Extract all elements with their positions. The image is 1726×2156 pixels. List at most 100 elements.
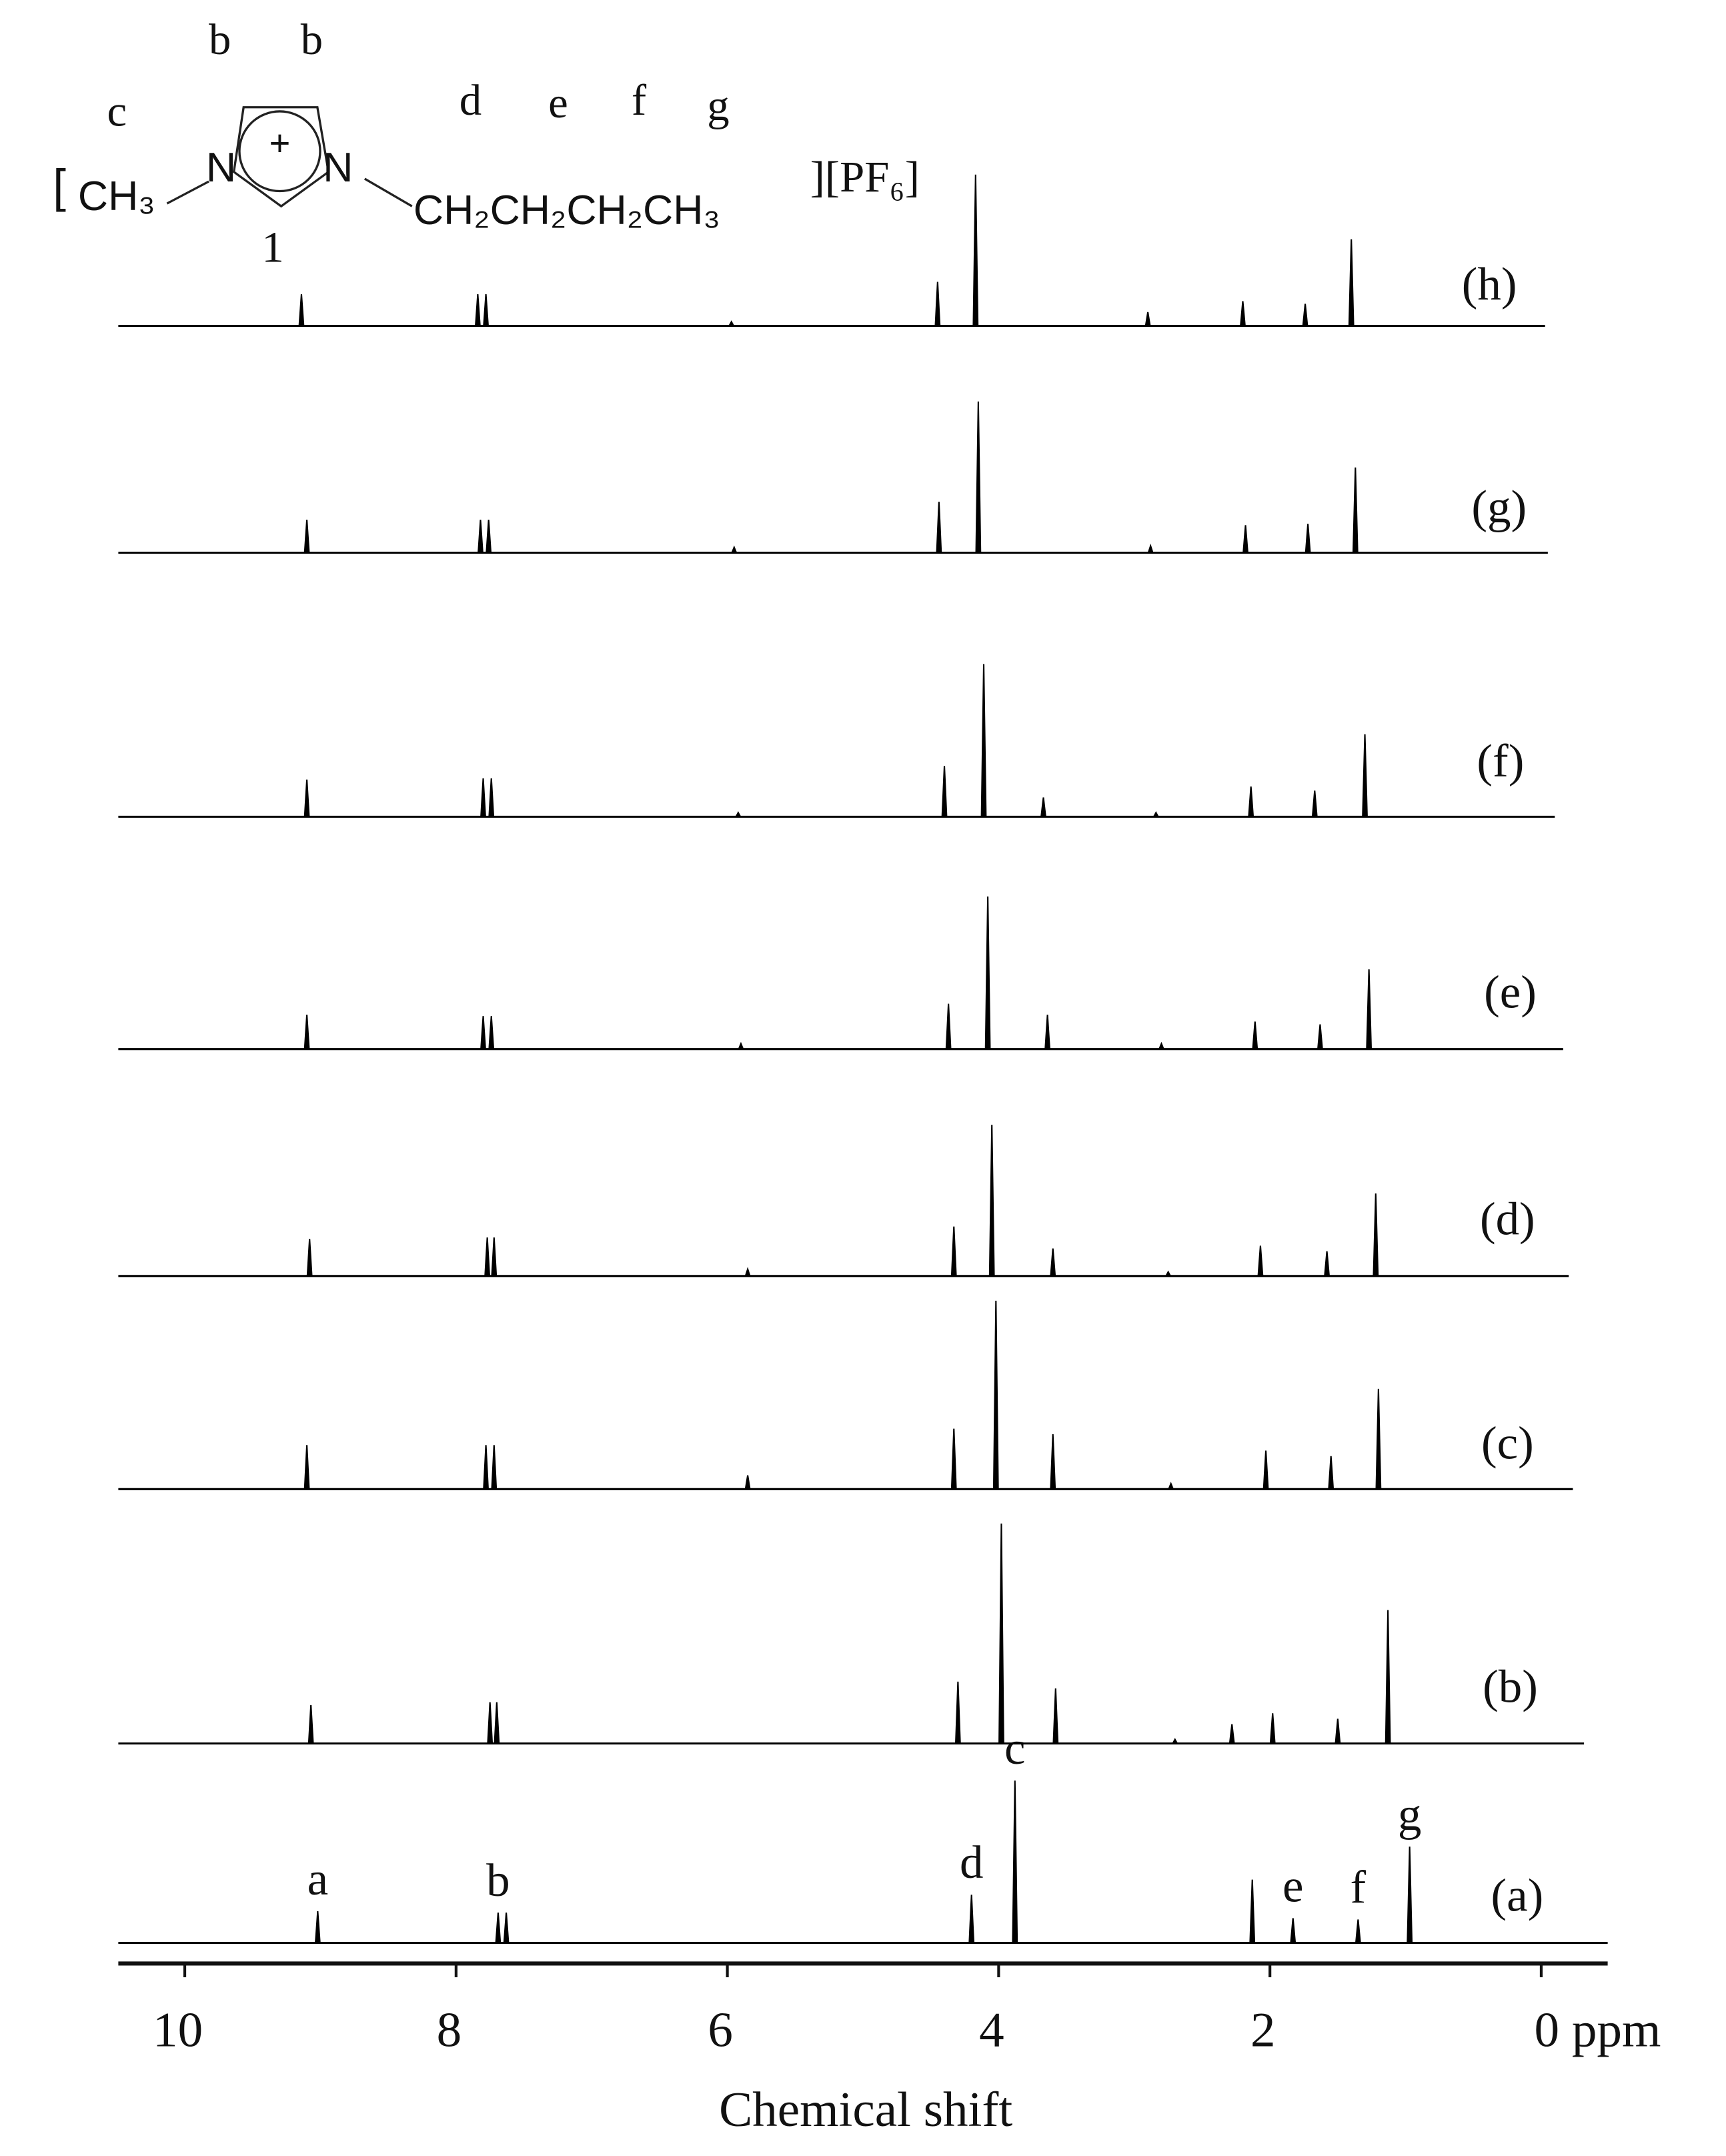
peak xyxy=(941,766,948,818)
peak xyxy=(1362,734,1368,818)
peak-label: e xyxy=(1282,1860,1304,1913)
structure-label: e xyxy=(548,79,568,127)
structure xyxy=(166,106,413,208)
peak xyxy=(1385,1610,1391,1744)
peak xyxy=(480,778,486,818)
charge: + xyxy=(269,123,291,163)
peak xyxy=(934,282,941,327)
peak xyxy=(298,294,305,327)
peak xyxy=(1352,467,1359,554)
structure-label: g xyxy=(707,81,729,130)
peak xyxy=(936,502,942,554)
peak xyxy=(1324,1251,1331,1277)
x-tick-label: 0 ppm xyxy=(1535,2003,1661,2057)
peak xyxy=(1311,790,1318,818)
peak xyxy=(1375,1388,1382,1490)
peak xyxy=(303,520,310,554)
series-label: (h) xyxy=(1462,258,1517,310)
structure-label: b xyxy=(209,15,231,64)
peak xyxy=(1147,543,1154,554)
peak xyxy=(483,294,490,327)
peak xyxy=(1302,304,1309,327)
peak xyxy=(950,1428,957,1490)
peak xyxy=(1012,1780,1018,1944)
peak xyxy=(1252,1021,1258,1050)
peak xyxy=(314,1911,321,1944)
peak xyxy=(728,320,735,327)
peak xyxy=(307,1704,314,1744)
ring xyxy=(232,106,330,208)
peak xyxy=(1050,1248,1056,1277)
peak xyxy=(1158,1041,1165,1050)
peak xyxy=(988,1125,995,1277)
series-label: (c) xyxy=(1481,1418,1534,1470)
series-label: (d) xyxy=(1480,1193,1535,1245)
x-tick-label: 10 xyxy=(153,2003,203,2057)
peak xyxy=(972,174,979,327)
peak xyxy=(1317,1024,1323,1050)
peak xyxy=(1269,1713,1276,1744)
peak xyxy=(303,779,310,818)
x-tick-label: 4 xyxy=(979,2003,1004,2057)
peak xyxy=(734,811,742,818)
peak xyxy=(488,778,495,818)
x-axis-title: Chemical shift xyxy=(719,2083,1012,2137)
structure-label: b xyxy=(301,15,323,64)
peak-label: f xyxy=(1351,1862,1367,1914)
peak xyxy=(950,1226,957,1277)
series-label: (f) xyxy=(1477,736,1524,788)
peak xyxy=(744,1475,751,1490)
series-label: (g) xyxy=(1471,481,1527,533)
series-label: (a) xyxy=(1491,1870,1544,1922)
peak xyxy=(486,520,492,554)
peak xyxy=(1290,1918,1297,1944)
peak xyxy=(488,1016,495,1050)
peak xyxy=(491,1445,498,1490)
ring-circle xyxy=(238,110,321,193)
peak xyxy=(1240,301,1246,327)
methyl: CH₃ xyxy=(78,174,155,220)
nitrogen: N xyxy=(323,145,353,191)
peak xyxy=(303,1445,310,1490)
x-tick-label: 2 xyxy=(1250,2003,1276,2057)
peak xyxy=(1171,1738,1178,1744)
series-label: (e) xyxy=(1484,967,1537,1019)
peak xyxy=(494,1702,500,1744)
peak xyxy=(483,1445,490,1490)
peak xyxy=(744,1267,751,1277)
peak-label: a xyxy=(307,1853,329,1905)
structure-label: d xyxy=(460,76,482,125)
anion: ][PF₆] xyxy=(810,153,920,202)
peak xyxy=(1052,1688,1059,1744)
peak xyxy=(480,1016,486,1050)
peak xyxy=(992,1300,999,1490)
peak xyxy=(1335,1718,1341,1744)
peak-label: d xyxy=(960,1837,983,1889)
peak xyxy=(1355,1919,1361,1944)
peak xyxy=(303,1015,310,1050)
peak xyxy=(1366,969,1373,1050)
peak xyxy=(1164,1270,1172,1277)
peak xyxy=(738,1041,744,1050)
peak xyxy=(945,1003,952,1050)
peak xyxy=(980,664,987,818)
peak xyxy=(730,545,738,554)
bond xyxy=(363,177,413,207)
peak xyxy=(1248,786,1254,818)
structure-label: f xyxy=(632,76,647,125)
bond xyxy=(166,180,209,205)
peak xyxy=(474,294,481,327)
nitrogen: N xyxy=(206,145,236,191)
structure-label: c xyxy=(107,87,127,136)
x-tick-label: 8 xyxy=(437,2003,462,2057)
position-label: 1 xyxy=(261,223,283,272)
peak xyxy=(1249,1879,1256,1944)
peak xyxy=(1348,239,1355,327)
peak xyxy=(1228,1724,1235,1744)
peak xyxy=(998,1523,1004,1744)
peak xyxy=(491,1237,498,1277)
peak xyxy=(975,401,982,554)
peak xyxy=(1050,1434,1056,1490)
